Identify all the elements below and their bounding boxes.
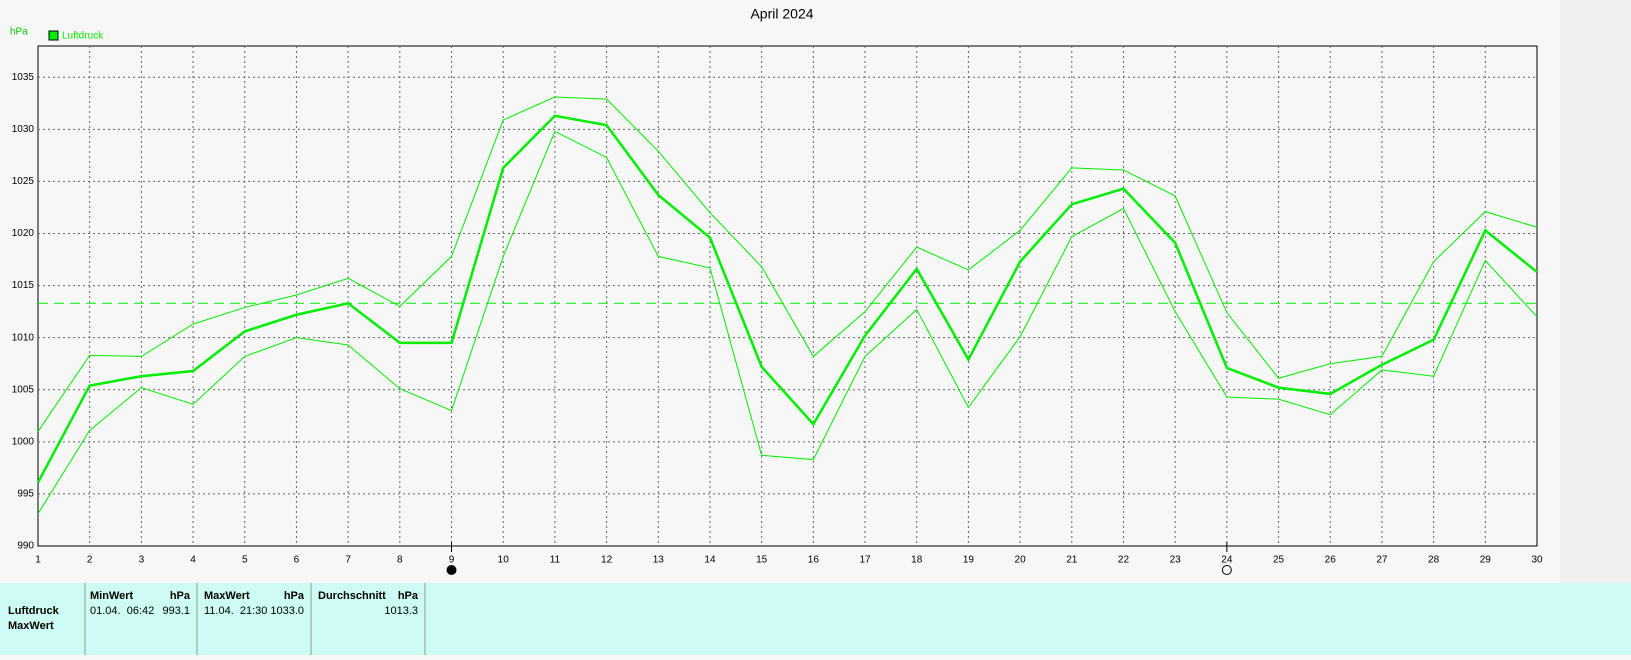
x-tick-label: 24 <box>1221 555 1233 566</box>
x-tick-label: 29 <box>1480 555 1492 566</box>
header: MaxWert <box>204 590 250 602</box>
header-unit: hPa <box>398 590 419 602</box>
y-tick-label: 990 <box>17 541 34 552</box>
legend-label: Luftdruck <box>62 31 104 42</box>
moon-icon <box>446 565 457 575</box>
x-tick-label: 6 <box>294 555 300 566</box>
x-tick-label: 28 <box>1428 555 1440 566</box>
row-label: Luftdruck <box>8 605 60 617</box>
series-line <box>37 96 1538 432</box>
moon-icon <box>1221 565 1232 575</box>
stats-table: MinWert hPa MaxWert hPa Durchschnitt hPa… <box>8 583 426 655</box>
x-tick-label: 5 <box>242 555 248 566</box>
x-tick-label: 16 <box>808 555 820 566</box>
header-unit: hPa <box>170 590 191 602</box>
x-tick-label: 30 <box>1531 555 1543 566</box>
row-label: MaxWert <box>8 620 54 632</box>
side-panel <box>1560 0 1631 583</box>
x-tick-label: 18 <box>911 555 923 566</box>
y-tick-label: 1035 <box>12 72 35 83</box>
x-tick-label: 14 <box>704 555 716 566</box>
x-tick-label: 23 <box>1170 555 1182 566</box>
x-tick-label: 25 <box>1273 555 1285 566</box>
x-tick-label: 12 <box>601 555 613 566</box>
y-tick-label: 1025 <box>12 176 35 187</box>
max-time: 11.04. 21:30 <box>204 605 267 617</box>
y-tick-label: 1005 <box>12 384 35 395</box>
x-tick-label: 4 <box>190 555 196 566</box>
x-tick-label: 2 <box>87 555 93 566</box>
y-tick-label: 1030 <box>12 124 35 135</box>
legend-swatch <box>48 30 59 41</box>
min-value: 993.1 <box>162 605 190 617</box>
x-tick-label: 7 <box>345 555 351 566</box>
x-tick-label: 21 <box>1066 555 1078 566</box>
x-tick-label: 1 <box>35 555 41 566</box>
x-tick-label: 11 <box>550 555 561 566</box>
series-line <box>36 114 1538 484</box>
average-value: 1013.3 <box>384 605 418 617</box>
plot-area <box>37 45 1538 547</box>
x-tick-label: 22 <box>1118 555 1130 566</box>
x-tick-label: 20 <box>1015 555 1027 566</box>
x-tick-label: 3 <box>139 555 145 566</box>
y-unit: hPa <box>10 27 28 38</box>
x-tick-label: 15 <box>756 555 768 566</box>
x-tick-label: 13 <box>653 555 665 566</box>
chart-title: April 2024 <box>750 6 813 22</box>
y-tick-label: 995 <box>17 489 34 500</box>
x-tick-label: 10 <box>498 555 510 566</box>
header-unit: hPa <box>284 590 305 602</box>
x-tick-label: 26 <box>1325 555 1337 566</box>
series-line <box>37 130 1538 514</box>
y-tick-label: 1010 <box>12 332 35 343</box>
stats-panel <box>0 583 1631 655</box>
x-tick-label: 8 <box>397 555 403 566</box>
y-tick-label: 1000 <box>12 436 35 447</box>
x-tick-label: 17 <box>859 555 871 566</box>
y-tick-label: 1015 <box>12 280 35 291</box>
min-time: 01.04. 06:42 <box>90 605 154 617</box>
header: Durchschnitt <box>318 590 386 602</box>
x-tick-label: 9 <box>449 555 455 566</box>
max-value: 1033.0 <box>270 605 304 617</box>
x-tick-label: 19 <box>963 555 975 566</box>
y-tick-label: 1020 <box>12 228 35 239</box>
header: MinWert <box>90 590 134 602</box>
x-tick-label: 27 <box>1376 555 1388 566</box>
